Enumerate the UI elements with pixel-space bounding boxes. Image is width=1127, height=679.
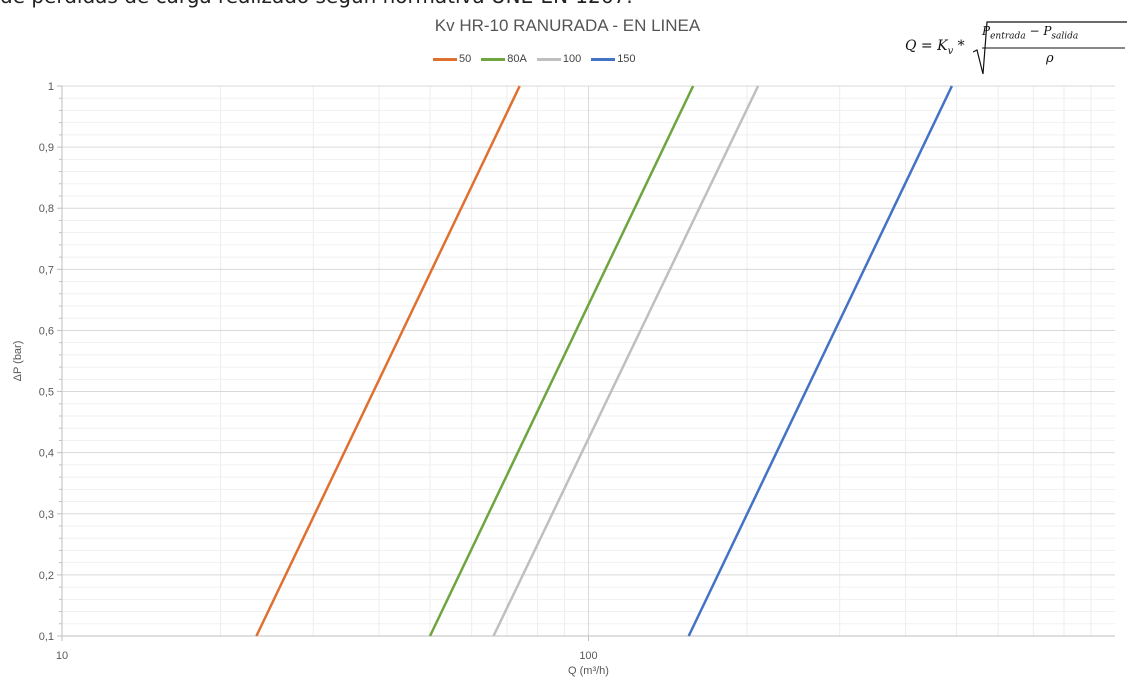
legend-swatch: [536, 57, 561, 61]
series-line-100: [492, 85, 760, 637]
chart-legend: 50 80A 100 150: [433, 50, 646, 68]
y-tick-label: 0,6: [39, 325, 54, 337]
legend-item-80a: 80A: [481, 53, 527, 65]
cut-off-heading-text: de pérdidas de carga realizado según nor…: [0, 0, 900, 16]
legend-swatch: [591, 57, 616, 61]
formula-p-in-sub: entrada: [990, 31, 1026, 42]
formula-p-in: P: [982, 24, 991, 38]
series-line-50: [255, 85, 521, 637]
radical-sign: [973, 21, 1127, 75]
formula-p-out-sub: salida: [1051, 31, 1079, 42]
legend-item-150: 150: [591, 53, 636, 65]
legend-label: 50: [459, 53, 472, 65]
y-tick-label: 0,9: [39, 142, 54, 154]
formula-minus: −: [1025, 24, 1044, 38]
y-axis-title: ΔP (bar): [12, 341, 24, 382]
x-tick-label: 10: [56, 650, 68, 662]
y-tick-label: 0,1: [39, 631, 54, 643]
formula-lhs: Q = Kv *: [905, 38, 965, 57]
x-tick-label: 100: [579, 650, 597, 662]
series-line-80a: [428, 85, 695, 637]
legend-swatch: [433, 57, 457, 61]
y-tick-label: 0,7: [39, 264, 54, 276]
formula-p-out: P: [1043, 24, 1052, 38]
formula-lhs-sub: v: [947, 45, 954, 57]
y-tick-label: 0,8: [39, 203, 54, 215]
y-tick-label: 0,2: [39, 570, 54, 582]
formula-numerator: Pentrada − Psalida: [982, 24, 1078, 41]
kv-formula: Q = Kv * Pentrada − Psalida ρ: [903, 18, 1127, 78]
formula-denominator: ρ: [1046, 51, 1054, 66]
legend-label: 100: [562, 53, 582, 65]
y-tick-label: 0,5: [39, 387, 54, 399]
y-tick-label: 1: [48, 81, 54, 93]
y-tick-label: 0,3: [39, 509, 54, 521]
legend-swatch: [481, 57, 506, 61]
x-axis-title: Q (m³/h): [568, 665, 609, 677]
legend-item-50: 50: [433, 53, 471, 65]
legend-item-100: 100: [536, 53, 582, 65]
legend-label: 80A: [507, 53, 527, 65]
y-tick-label: 0,4: [39, 448, 54, 460]
chart-title: Kv HR-10 RANURADA - EN LINEA: [434, 16, 701, 35]
series-line-150: [687, 85, 954, 637]
formula-times: *: [953, 38, 965, 54]
legend-label: 150: [617, 53, 636, 65]
formula-q: Q = K: [905, 38, 948, 54]
